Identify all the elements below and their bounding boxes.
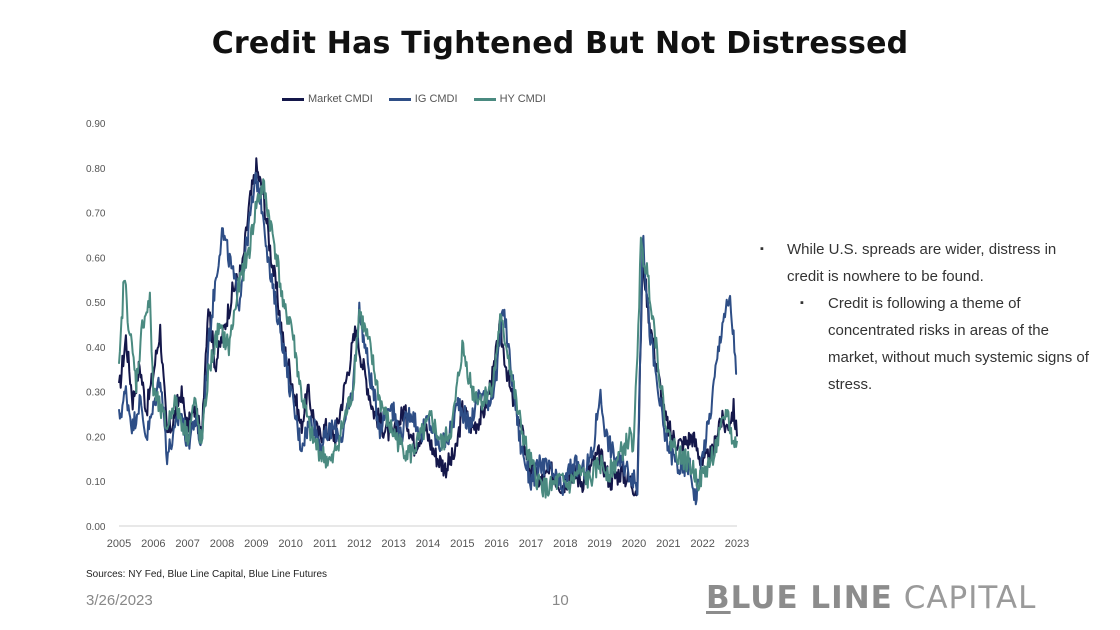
x-tick-label: 2011 <box>313 538 337 550</box>
brand-initial: B <box>706 580 731 616</box>
slide-date: 3/26/2023 <box>86 592 153 609</box>
bullet-level-1: ▪ While U.S. spreads are wider, distress… <box>760 236 1090 290</box>
brand-logo: BLUE LINE CAPITAL <box>706 580 1036 616</box>
bullet-marker-2: ▪ <box>800 297 804 309</box>
page-number: 10 <box>552 592 569 609</box>
y-tick-label: 0.50 <box>86 298 106 309</box>
chart-legend: Market CMDI IG CMDI HY CMDI <box>282 93 546 105</box>
y-tick-label: 0.20 <box>86 432 106 443</box>
brand-bold-text: LUE LINE <box>730 580 893 616</box>
y-tick-label: 0.30 <box>86 388 106 399</box>
legend-swatch-market <box>282 97 304 101</box>
x-tick-label: 2020 <box>622 538 646 550</box>
x-tick-label: 2018 <box>553 538 577 550</box>
legend-item-hy: HY CMDI <box>473 93 546 105</box>
x-tick-label: 2014 <box>416 538 440 550</box>
x-tick-label: 2015 <box>450 538 474 550</box>
line-chart: 0.00 0.10 0.20 0.30 0.40 0.50 0.60 0.70 0.80 0.90… <box>86 119 749 550</box>
y-tick-label: 0.10 <box>86 477 106 488</box>
x-tick-label: 2021 <box>656 538 680 550</box>
y-tick-label: 0.90 <box>86 119 106 130</box>
x-tick-label: 2007 <box>175 538 199 550</box>
x-tick-label: 2019 <box>587 538 611 550</box>
x-tick-label: 2012 <box>347 538 371 550</box>
legend-label-hy: HY CMDI <box>499 93 546 105</box>
commentary-bullets: ▪ While U.S. spreads are wider, distress… <box>760 236 1090 398</box>
x-tick-label: 2006 <box>141 538 165 550</box>
legend-label-market: Market CMDI <box>308 93 373 105</box>
series-line-market-cmdi <box>118 157 738 497</box>
legend-swatch-ig <box>388 97 411 101</box>
y-tick-label: 0.40 <box>86 343 106 354</box>
y-tick-label: 0.70 <box>86 209 106 220</box>
y-tick-label: 0.60 <box>86 253 106 264</box>
bullet-marker-1: ▪ <box>760 243 764 255</box>
x-tick-label: 2009 <box>244 538 268 550</box>
x-tick-label: 2005 <box>107 538 131 550</box>
series-line-hy-cmdi <box>118 178 738 499</box>
bullet-level-2: ▪ Credit is following a theme of concent… <box>760 290 1090 398</box>
sources-note: Sources: NY Fed, Blue Line Capital, Blue… <box>86 569 328 580</box>
x-tick-label: 2013 <box>381 538 405 550</box>
x-tick-label: 2017 <box>519 538 543 550</box>
brand-light-text: CAPITAL <box>892 580 1037 616</box>
slide-title: Credit Has Tightened But Not Distressed <box>211 26 909 61</box>
legend-item-ig: IG CMDI <box>388 93 458 105</box>
legend-label-ig: IG CMDI <box>414 93 458 105</box>
x-tick-label: 2023 <box>725 538 749 550</box>
y-tick-label: 0.00 <box>86 522 106 533</box>
x-tick-label: 2022 <box>690 538 714 550</box>
legend-swatch-hy <box>473 97 496 101</box>
x-tick-label: 2016 <box>484 538 508 550</box>
bullet-text-1: While U.S. spreads are wider, distress i… <box>787 241 1057 285</box>
y-tick-label: 0.80 <box>86 164 106 175</box>
x-tick-label: 2008 <box>210 538 234 550</box>
bullet-text-2: Credit is following a theme of concentra… <box>828 295 1089 393</box>
x-tick-label: 2010 <box>278 538 302 550</box>
legend-item-market: Market CMDI <box>282 93 373 105</box>
